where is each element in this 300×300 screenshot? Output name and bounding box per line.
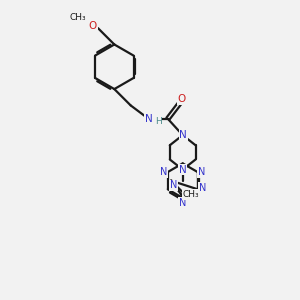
Text: N: N xyxy=(160,167,167,177)
Text: N: N xyxy=(199,183,206,193)
Text: O: O xyxy=(88,21,97,31)
Text: N: N xyxy=(170,180,177,190)
Text: N: N xyxy=(179,165,187,175)
Text: N: N xyxy=(198,167,206,177)
Text: N: N xyxy=(179,130,187,140)
Text: H: H xyxy=(154,117,161,126)
Text: O: O xyxy=(177,94,186,104)
Text: CH₃: CH₃ xyxy=(183,190,199,199)
Text: N: N xyxy=(145,114,153,124)
Text: N: N xyxy=(179,198,186,208)
Text: CH₃: CH₃ xyxy=(70,13,86,22)
Text: N: N xyxy=(182,190,190,200)
